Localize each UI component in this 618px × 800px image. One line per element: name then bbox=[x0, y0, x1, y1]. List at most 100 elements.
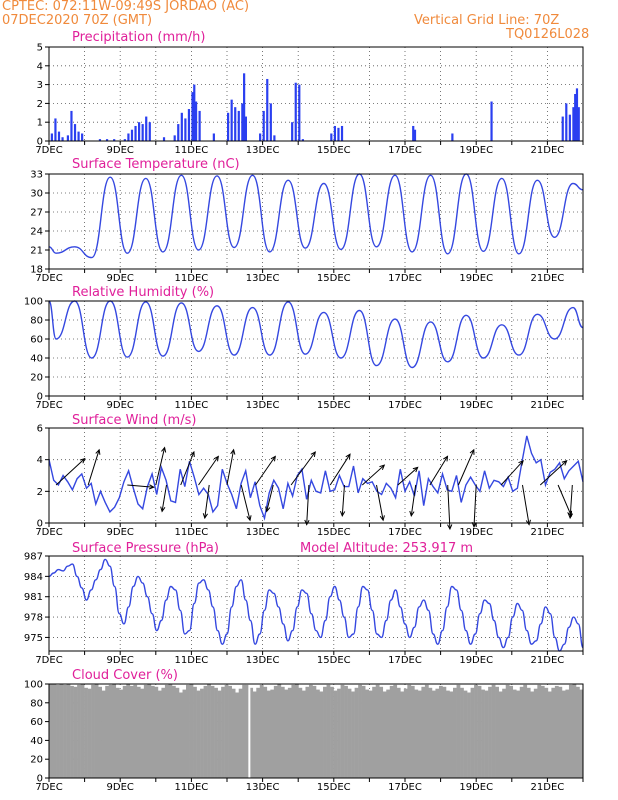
ytick-label-2-1: 20 bbox=[30, 373, 43, 384]
precip-bar-21 bbox=[173, 135, 176, 141]
wind-arrow-2 bbox=[127, 484, 154, 488]
precip-bar-6 bbox=[73, 124, 77, 141]
precip-bar-58 bbox=[572, 107, 575, 141]
precip-bar-24 bbox=[184, 118, 187, 141]
wind-arrow-26 bbox=[539, 460, 568, 486]
cloud-bar-25 bbox=[136, 686, 141, 778]
xtick-label-0-4: 15DEC bbox=[317, 145, 351, 156]
cloud-bar-133 bbox=[516, 690, 521, 778]
wind-arrow-head-15 bbox=[339, 510, 346, 517]
cloud-bar-9 bbox=[80, 684, 85, 778]
precip-bar-17 bbox=[141, 124, 144, 141]
cloud-bar-59 bbox=[256, 687, 261, 778]
precip-bar-41 bbox=[269, 103, 272, 141]
precip-bar-61 bbox=[577, 107, 580, 141]
cloud-bar-119 bbox=[467, 692, 471, 778]
cloud-bar-142 bbox=[547, 691, 552, 778]
wind-arrow-head-3 bbox=[161, 446, 167, 453]
cloud-bar-85 bbox=[347, 688, 352, 778]
precip-bar-38 bbox=[259, 133, 262, 141]
wind-arrow-25 bbox=[521, 484, 530, 525]
xtick-label-2-0: 7DEC bbox=[35, 400, 62, 411]
xtick-label-3-4: 15DEC bbox=[317, 527, 351, 538]
ytick-label-5-4: 80 bbox=[30, 698, 43, 709]
precip-bar-34 bbox=[237, 110, 240, 141]
ytick-label-2-4: 80 bbox=[30, 316, 43, 327]
cloud-bar-95 bbox=[382, 691, 387, 778]
cloud-bar-24 bbox=[133, 684, 138, 778]
cloud-bar-40 bbox=[189, 684, 194, 778]
xtick-label-5-0: 7DEC bbox=[35, 782, 62, 793]
cloud-bar-100 bbox=[400, 691, 405, 778]
xtick-label-2-3: 13DEC bbox=[246, 400, 280, 411]
cloud-bar-143 bbox=[551, 687, 556, 778]
xtick-label-5-2: 11DEC bbox=[175, 782, 209, 793]
precip-bar-4 bbox=[66, 135, 69, 141]
precip-bar-16 bbox=[138, 122, 141, 141]
xtick-label-4-1: 9DEC bbox=[107, 655, 134, 666]
xtick-label-5-1: 9DEC bbox=[107, 782, 134, 793]
cloud-bar-54 bbox=[238, 688, 243, 778]
cloud-bar-62 bbox=[266, 690, 271, 778]
precip-bar-9 bbox=[98, 139, 102, 141]
cloud-bar-150 bbox=[575, 686, 580, 778]
xtick-label-2-4: 15DEC bbox=[317, 400, 351, 411]
cloud-bar-30 bbox=[154, 686, 159, 778]
precip-bar-7 bbox=[77, 131, 80, 141]
cloud-bar-123 bbox=[481, 689, 485, 778]
xtick-label-4-3: 13DEC bbox=[246, 655, 280, 666]
model-altitude: Model Altitude: 253.917 m bbox=[300, 541, 473, 556]
cloud-bar-64 bbox=[273, 685, 278, 778]
wind-arrow-11 bbox=[266, 484, 274, 512]
cloud-bar-58 bbox=[252, 691, 257, 778]
xtick-label-0-1: 9DEC bbox=[107, 145, 134, 156]
cloud-bar-61 bbox=[263, 686, 268, 778]
wind-arrow-head-18 bbox=[412, 466, 419, 473]
cloud-bar-97 bbox=[389, 685, 394, 778]
cloud-bar-110 bbox=[435, 688, 440, 778]
wind-arrow-3 bbox=[155, 447, 166, 486]
precip-bar-23 bbox=[180, 112, 183, 141]
cloud-bar-122 bbox=[477, 685, 482, 778]
cloud-bar-121 bbox=[474, 684, 478, 778]
ytick-label-2-5: 100 bbox=[24, 297, 43, 308]
cloud-bar-15 bbox=[101, 690, 106, 778]
cloud-bar-118 bbox=[463, 690, 468, 778]
wind-arrow-head-16 bbox=[379, 464, 386, 471]
cloud-bar-21 bbox=[122, 685, 127, 778]
cloud-bar-145 bbox=[558, 686, 563, 778]
cloud-bar-114 bbox=[449, 691, 454, 778]
cloud-bar-103 bbox=[410, 685, 415, 778]
xtick-label-3-1: 9DEC bbox=[107, 527, 134, 538]
precip-bar-20 bbox=[162, 137, 166, 141]
precip-bar-50 bbox=[340, 125, 344, 141]
cloud-bar-77 bbox=[319, 691, 324, 778]
precip-bar-37 bbox=[244, 116, 247, 141]
wind-arrow-head-19 bbox=[409, 510, 415, 517]
ytick-label-5-3: 60 bbox=[30, 717, 43, 728]
ytick-label-5-0: 0 bbox=[37, 774, 43, 785]
cloud-bar-130 bbox=[505, 684, 510, 778]
xtick-label-3-2: 11DEC bbox=[175, 527, 209, 538]
wind-arrow-head-4 bbox=[160, 506, 166, 513]
ytick-label-0-4: 4 bbox=[37, 61, 43, 72]
precip-bar-42 bbox=[273, 135, 276, 141]
cloud-bar-76 bbox=[316, 689, 320, 778]
wind-arrow-head-10 bbox=[270, 455, 276, 462]
cloud-bar-57 bbox=[249, 687, 254, 778]
cloud-bar-53 bbox=[235, 692, 240, 778]
precip-bar-12 bbox=[123, 139, 126, 141]
cloud-bar-116 bbox=[456, 684, 461, 778]
cloud-bar-63 bbox=[270, 689, 275, 778]
wind-arrow-head-13 bbox=[304, 519, 310, 526]
precip-bar-13 bbox=[127, 133, 130, 141]
cloud-bar-140 bbox=[540, 685, 545, 778]
xtick-label-3-3: 13DEC bbox=[246, 527, 280, 538]
header-date: 07DEC2020 70Z (GMT) bbox=[2, 13, 152, 28]
cloud-bar-111 bbox=[438, 685, 443, 778]
cloud-bar-70 bbox=[294, 684, 299, 778]
wind-arrow-head-26 bbox=[561, 460, 568, 466]
cloud-bar-120 bbox=[470, 687, 475, 778]
ytick-label-0-3: 3 bbox=[37, 80, 43, 91]
cloud-bar-94 bbox=[379, 686, 384, 778]
